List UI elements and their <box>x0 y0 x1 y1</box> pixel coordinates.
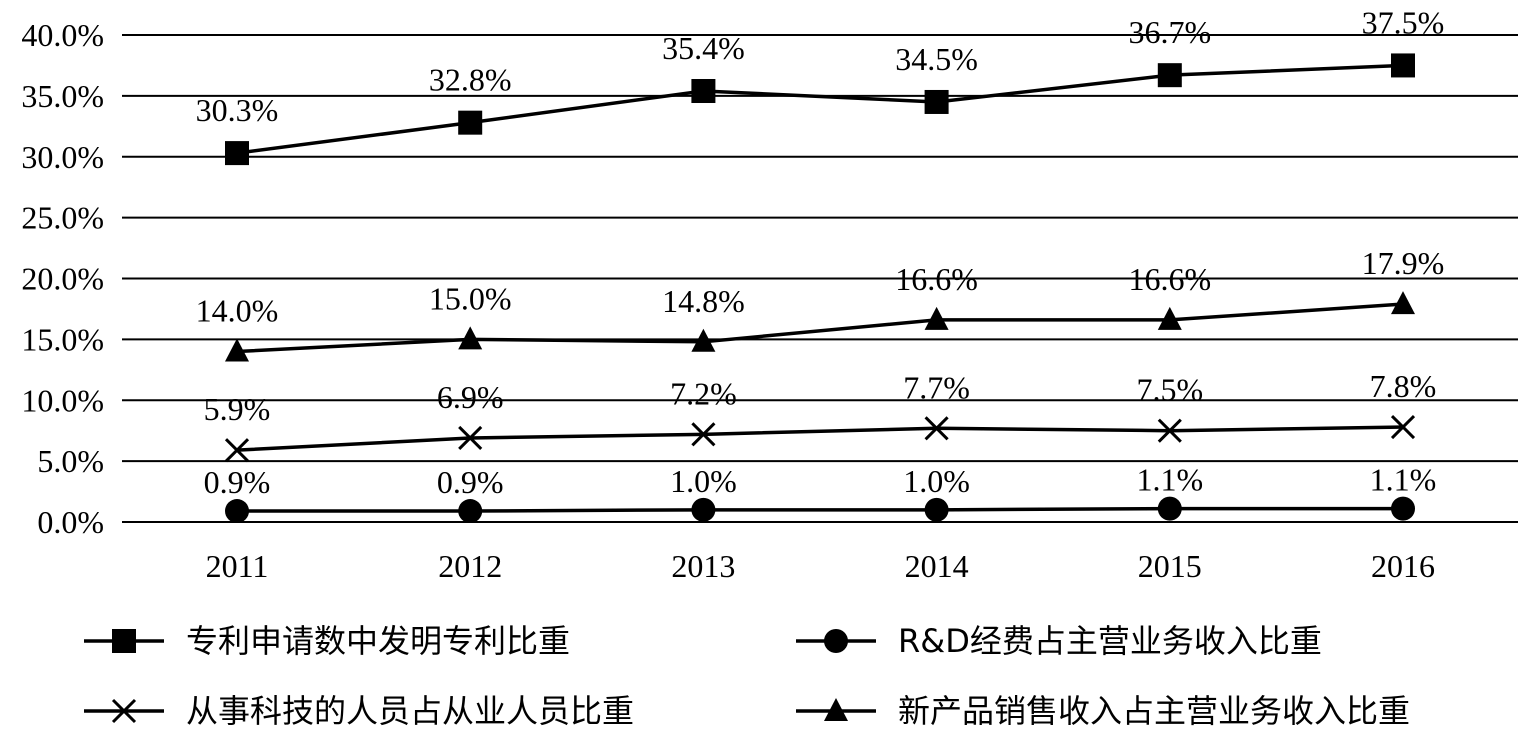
series-line <box>236 302 1404 354</box>
data-label: 0.9% <box>204 464 271 500</box>
data-label: 7.2% <box>670 375 737 411</box>
data-point-x <box>1157 418 1182 443</box>
x-tick-label: 2016 <box>1371 548 1435 584</box>
data-point-triangle <box>924 306 949 330</box>
series-square <box>225 53 1415 166</box>
data-label: 1.0% <box>903 463 970 499</box>
legend-marker-triangle <box>824 698 848 721</box>
y-tick-label: 10.0% <box>21 382 104 418</box>
data-point-triangle <box>1157 306 1182 330</box>
data-point-circle <box>225 499 249 524</box>
data-point-circle <box>1391 496 1415 521</box>
data-labels: 30.3% 32.8% 35.4% 34.5% 36.7% 37.5% 0.9% 0.9% 1.… <box>196 4 1445 500</box>
data-point-x <box>924 416 949 441</box>
legend-item: R&D经费占主营业务收入比重 <box>796 622 1322 660</box>
data-point-square <box>1391 53 1415 78</box>
series-line <box>237 506 1403 513</box>
data-point-circle <box>1157 496 1182 521</box>
data-point-x <box>458 425 483 451</box>
x-tick-label: 2013 <box>671 548 735 584</box>
series-x <box>224 414 1416 463</box>
y-axis-ticks: 0.0% 5.0% 10.0% 15.0% 20.0% 25.0% 30.0% 35.0% 40… <box>21 17 104 540</box>
data-label: 1.1% <box>1136 462 1203 498</box>
data-label: 30.3% <box>196 92 279 128</box>
data-label: 15.0% <box>429 280 512 316</box>
data-point-square <box>924 89 949 114</box>
data-label: 6.9% <box>437 379 504 415</box>
data-label: 14.0% <box>196 293 279 329</box>
data-label: 7.5% <box>1136 372 1203 408</box>
grid <box>122 34 1518 523</box>
series-triangle <box>225 291 1415 362</box>
data-label: 34.5% <box>895 41 978 77</box>
legend-item: 从事科技的人员占从业人员比重 <box>84 692 634 730</box>
legend-marker-circle <box>824 629 848 653</box>
y-tick-label: 40.0% <box>21 17 104 53</box>
y-tick-label: 5.0% <box>37 443 104 479</box>
y-tick-label: 20.0% <box>21 261 104 297</box>
legend-item: 新产品销售收入占主营业务收入比重 <box>796 692 1410 730</box>
data-label: 17.9% <box>1362 245 1445 281</box>
data-label: 7.7% <box>903 369 970 405</box>
legend: 专利申请数中发明专利比重 R&D经费占主营业务收入比重从事科技的人员占从业人员比重… <box>84 622 1410 730</box>
data-point-x <box>691 422 716 447</box>
legend-label: R&D经费占主营业务收入比重 <box>898 622 1322 660</box>
series-line <box>236 63 1404 155</box>
y-tick-label: 15.0% <box>21 321 104 357</box>
data-point-triangle <box>691 328 716 352</box>
data-point-triangle <box>225 338 249 362</box>
series-circle <box>225 496 1415 524</box>
data-label: 1.0% <box>670 463 737 499</box>
data-point-circle <box>691 497 716 522</box>
legend-item: 专利申请数中发明专利比重 <box>84 622 570 660</box>
legend-marker-x <box>111 698 137 724</box>
y-tick-label: 0.0% <box>37 504 104 540</box>
x-tick-label: 2014 <box>905 548 969 584</box>
y-tick-label: 30.0% <box>21 139 104 175</box>
data-label: 7.8% <box>1370 368 1437 404</box>
data-point-square <box>458 110 483 135</box>
data-point-x <box>1390 414 1416 440</box>
legend-label: 专利申请数中发明专利比重 <box>186 622 570 660</box>
x-axis-ticks: 2011 2012 2013 2014 2015 2016 <box>206 548 1435 584</box>
data-point-circle <box>924 497 949 522</box>
legend-label: 从事科技的人员占从业人员比重 <box>186 692 634 730</box>
data-label: 32.8% <box>429 62 512 98</box>
data-point-square <box>1157 63 1182 88</box>
data-point-square <box>225 141 249 166</box>
data-label: 16.6% <box>895 261 978 297</box>
data-point-triangle <box>1391 291 1415 315</box>
data-point-triangle <box>458 326 483 350</box>
data-point-circle <box>458 499 483 524</box>
data-label: 16.6% <box>1128 261 1211 297</box>
y-tick-label: 35.0% <box>21 78 104 114</box>
series-line <box>236 425 1404 452</box>
series <box>224 53 1416 524</box>
y-tick-label: 25.0% <box>21 200 104 236</box>
data-label: 14.8% <box>662 283 745 319</box>
data-label: 0.9% <box>437 464 504 500</box>
x-tick-label: 2015 <box>1138 548 1202 584</box>
data-label: 37.5% <box>1362 4 1445 40</box>
x-tick-label: 2012 <box>438 548 502 584</box>
legend-label: 新产品销售收入占主营业务收入比重 <box>898 692 1410 730</box>
data-point-square <box>691 79 716 104</box>
legend-marker-square <box>112 629 136 653</box>
data-label: 35.4% <box>662 30 745 66</box>
data-label: 5.9% <box>204 391 271 427</box>
data-point-x <box>224 438 250 463</box>
data-label: 36.7% <box>1128 14 1211 50</box>
x-tick-label: 2011 <box>206 548 269 584</box>
data-label: 1.1% <box>1370 462 1437 498</box>
